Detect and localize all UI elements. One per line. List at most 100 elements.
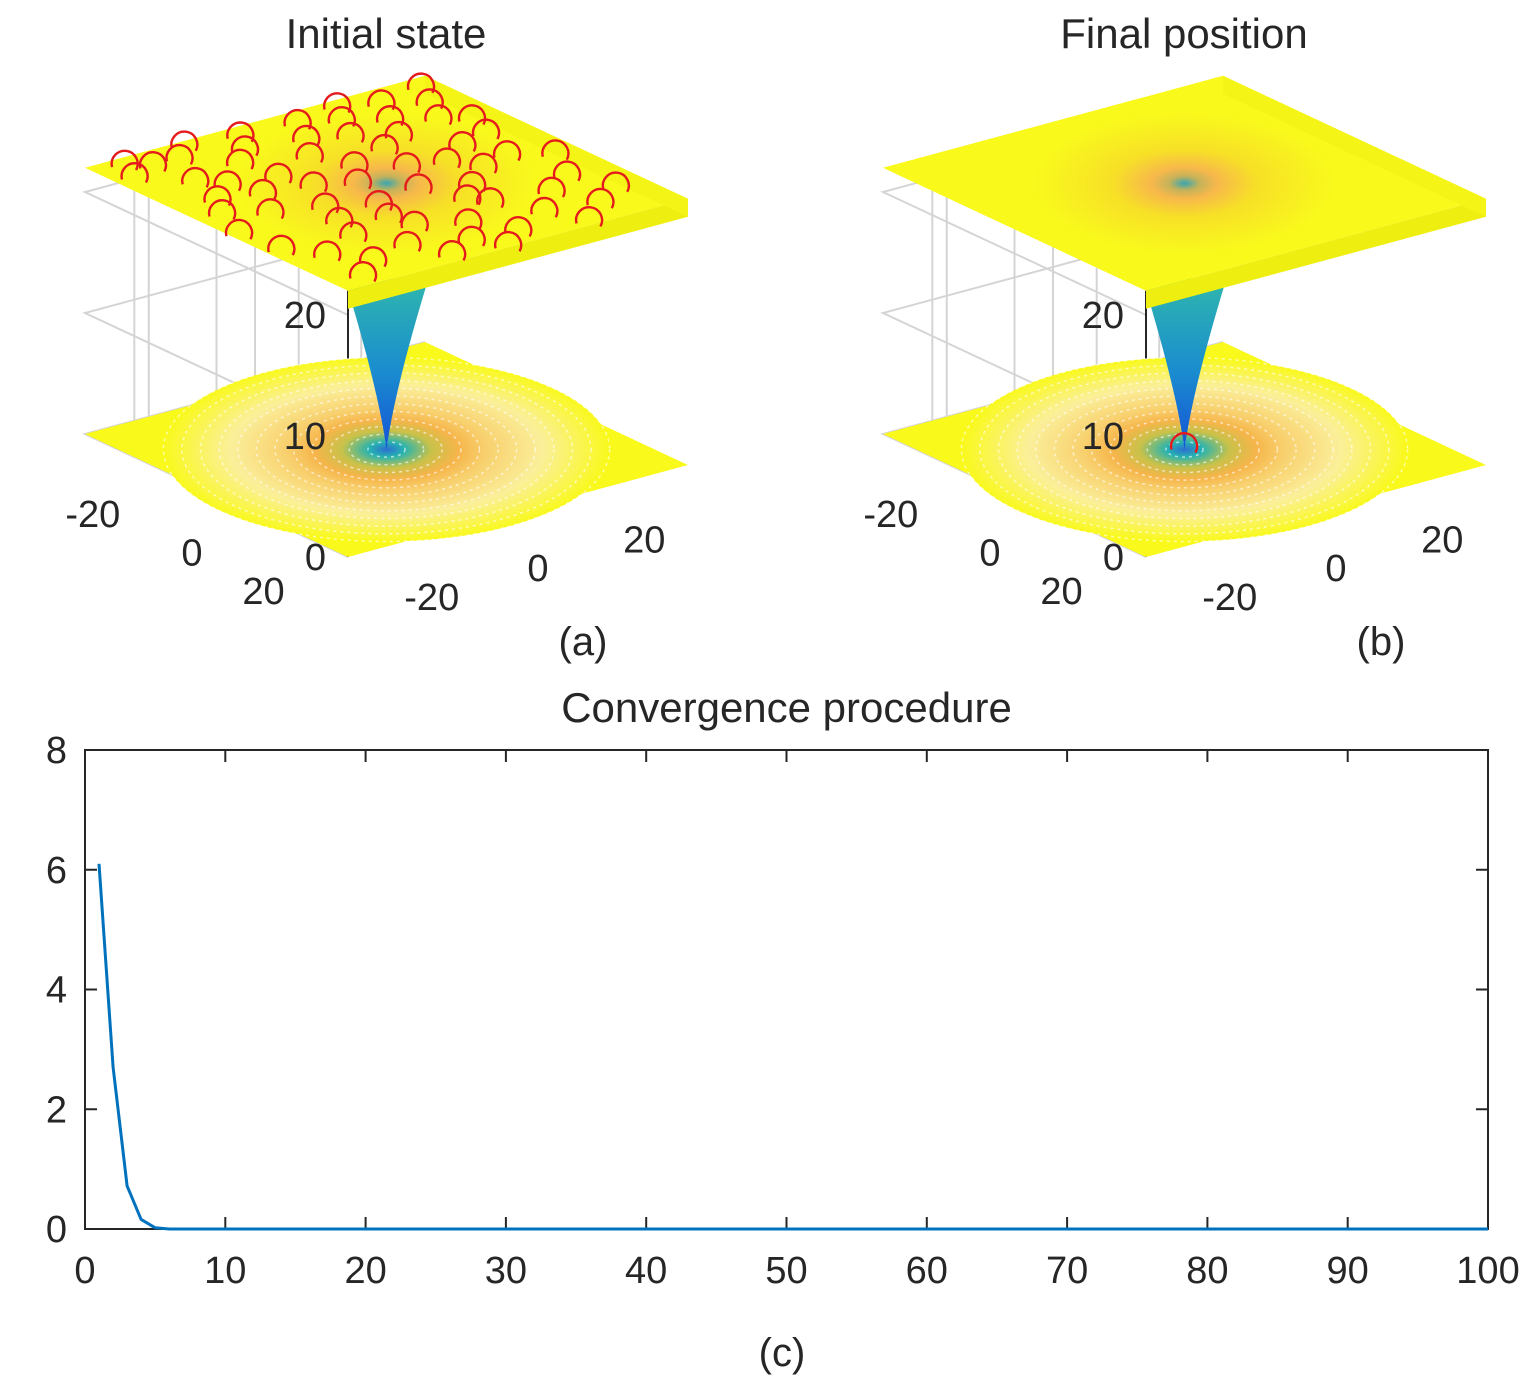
particles-a xyxy=(110,72,631,283)
particle-b-0 xyxy=(1169,432,1199,454)
x-tick-c: 100 xyxy=(1456,1250,1519,1292)
x-tick-c: 20 xyxy=(344,1250,386,1292)
particle-a-50 xyxy=(586,187,615,209)
y-tick-b: -20 xyxy=(863,494,918,536)
x-tick-a: 0 xyxy=(527,548,548,590)
x-tick-a: 20 xyxy=(623,519,665,561)
particle-a-15 xyxy=(367,89,396,111)
particle-a-10 xyxy=(283,108,312,130)
y-tick-c: 0 xyxy=(46,1209,67,1251)
x-tick-c: 10 xyxy=(204,1250,246,1292)
z-tick-b: 10 xyxy=(1082,416,1124,458)
particle-a-62 xyxy=(493,230,523,252)
y-tick-c: 4 xyxy=(46,970,67,1012)
particle-a-16 xyxy=(424,104,453,126)
particle-a-8 xyxy=(295,141,324,163)
subplot-a-initial-state: 0 10 20 20 0 -20 -20 0 20 Initial state (a) xyxy=(65,10,688,664)
title-c: Convergence procedure xyxy=(561,684,1012,731)
title-b: Final position xyxy=(1060,10,1307,57)
particle-a-28 xyxy=(392,152,422,174)
y-tick-a: 0 xyxy=(181,533,202,575)
particle-a-41 xyxy=(437,239,467,261)
x-tick-c: 70 xyxy=(1046,1250,1088,1292)
particle-a-19 xyxy=(207,199,237,221)
particle-a-7 xyxy=(226,121,255,143)
x-tick-c: 80 xyxy=(1186,1250,1228,1292)
y-tick-c: 8 xyxy=(46,730,67,772)
particle-a-58 xyxy=(348,261,378,283)
y-tick-a: -20 xyxy=(65,494,120,536)
x-tick-b: 0 xyxy=(1325,548,1346,590)
title-a: Initial state xyxy=(286,10,487,57)
particle-a-35 xyxy=(541,139,570,161)
particle-a-47 xyxy=(530,196,559,218)
particle-a-17 xyxy=(415,88,444,110)
particle-a-12 xyxy=(327,106,356,128)
particle-a-26 xyxy=(343,168,373,190)
particle-a-56 xyxy=(325,206,354,228)
particle-a-1 xyxy=(110,149,139,171)
particle-a-21 xyxy=(256,198,285,220)
z-tick-a: 10 xyxy=(284,416,326,458)
x-tick-c: 60 xyxy=(906,1250,948,1292)
y-tick-b: 0 xyxy=(979,533,1000,575)
subplot-b-final-position: 0 10 20 20 0 -20 -20 0 20 Final position (b) xyxy=(863,10,1486,664)
tick-labels-b: 0 10 20 20 0 -20 -20 0 20 xyxy=(863,295,1463,619)
particle-a-48 xyxy=(574,205,604,227)
particle-a-11 xyxy=(336,121,365,143)
caption-c: (c) xyxy=(759,1331,806,1375)
particle-a-31 xyxy=(469,152,498,174)
particle-a-51 xyxy=(552,160,582,182)
particle-a-20 xyxy=(203,185,232,207)
z-tick-a: 0 xyxy=(305,537,326,579)
particle-a-65 xyxy=(340,151,369,173)
particle-a-45 xyxy=(504,216,533,238)
particle-a-0 xyxy=(120,162,149,184)
particle-a-40 xyxy=(393,230,422,252)
x-tick-b: 20 xyxy=(1421,519,1463,561)
particle-a-29 xyxy=(457,170,487,192)
particle-a-64 xyxy=(374,202,403,224)
caption-a: (a) xyxy=(559,620,608,664)
particle-a-53 xyxy=(213,170,242,192)
y-tick-c: 6 xyxy=(46,850,67,892)
particle-a-57 xyxy=(453,184,482,206)
z-tick-a: 20 xyxy=(284,295,326,337)
particle-a-22 xyxy=(248,178,278,200)
y-tick-b: 20 xyxy=(1040,571,1082,613)
particle-a-54 xyxy=(264,162,293,184)
particle-a-9 xyxy=(292,124,321,146)
particle-a-43 xyxy=(457,225,486,247)
particle-a-13 xyxy=(322,92,352,114)
plot-area-c xyxy=(84,749,1489,1230)
particle-a-60 xyxy=(138,151,168,173)
particle-a-61 xyxy=(224,218,254,240)
particle-a-49 xyxy=(537,176,566,198)
surface-top-b xyxy=(883,75,1486,309)
particle-a-36 xyxy=(267,234,296,256)
x-tick-a: -20 xyxy=(404,577,459,619)
caption-b: (b) xyxy=(1357,620,1406,664)
y-tick-c: 2 xyxy=(46,1089,67,1131)
x-tick-c: 0 xyxy=(74,1250,95,1292)
particle-a-59 xyxy=(457,104,487,126)
funnel-a xyxy=(344,278,429,450)
z-tick-b: 20 xyxy=(1082,295,1124,337)
particles-b xyxy=(1169,432,1199,454)
particle-a-27 xyxy=(404,173,433,195)
z-tick-b: 0 xyxy=(1103,537,1124,579)
x-tick-c: 50 xyxy=(765,1250,807,1292)
particle-a-30 xyxy=(432,147,462,169)
particle-a-63 xyxy=(384,120,414,142)
tick-labels-a: 0 10 20 20 0 -20 -20 0 20 xyxy=(65,295,665,619)
particle-a-14 xyxy=(375,105,405,127)
particle-a-3 xyxy=(165,143,194,165)
y-tick-a: 20 xyxy=(242,571,284,613)
particle-a-4 xyxy=(170,130,199,152)
x-tick-c: 30 xyxy=(485,1250,527,1292)
particle-a-24 xyxy=(299,171,328,193)
particle-a-32 xyxy=(448,131,477,153)
surface-top-a xyxy=(85,75,688,309)
particle-a-39 xyxy=(339,221,368,243)
